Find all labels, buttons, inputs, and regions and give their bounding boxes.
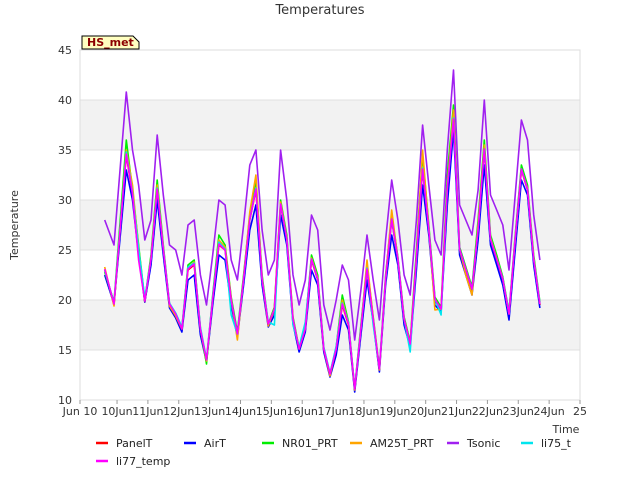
x-axis-title: Time xyxy=(552,423,580,436)
legend-label: NR01_PRT xyxy=(282,437,338,450)
station-badge-label: HS_met xyxy=(87,36,134,49)
x-tick-label: 21Jun xyxy=(441,405,472,418)
plot-frame xyxy=(79,49,581,401)
legend-label: Tsonic xyxy=(466,437,500,450)
x-tick-label: 13Jun xyxy=(194,405,225,418)
x-tick-label: 16Jun xyxy=(287,405,318,418)
grid-band xyxy=(80,300,580,350)
chart-title: Temperatures xyxy=(274,3,364,18)
x-tick-label: 24Jun xyxy=(534,405,565,418)
x-tick-label: Jun 10 xyxy=(62,405,98,418)
y-axis-title: Temperature xyxy=(8,190,21,261)
y-tick-label: 30 xyxy=(58,194,72,207)
y-tick-label: 45 xyxy=(58,44,72,57)
y-tick-label: 40 xyxy=(58,94,72,107)
x-tick-label: 11Jun xyxy=(132,405,163,418)
legend: PanelT AirT NR01_PRT AM25T_PRT Tsonic li75_tl… xyxy=(96,437,572,468)
x-tick-label: 22Jun xyxy=(472,405,503,418)
x-tick-label: 23Jun xyxy=(503,405,534,418)
legend-label: AM25T_PRT xyxy=(370,437,434,450)
series-line-tsonic xyxy=(103,69,541,341)
x-tick-label: 25 xyxy=(573,405,587,418)
x-tick-label: 18Jun xyxy=(348,405,379,418)
legend-label: AirT xyxy=(204,437,226,450)
x-tick-label: 20Jun xyxy=(410,405,441,418)
x-tick-label: 14Jun xyxy=(225,405,256,418)
y-axis-ticks: 10 15 20 25 30 35 40 45 xyxy=(58,44,72,407)
y-tick-label: 10 xyxy=(58,394,72,407)
x-tick-label: 10Jun xyxy=(101,405,132,418)
grid-band xyxy=(80,100,580,150)
series-line-li77-temp xyxy=(103,118,541,390)
station-badge: HS_met xyxy=(81,35,140,50)
legend-label: PanelT xyxy=(116,437,153,450)
legend-label: li75_t xyxy=(541,437,572,450)
y-tick-label: 15 xyxy=(58,344,72,357)
x-axis-ticks: Jun 10 10Jun 11Jun 12Jun 13Jun 14Jun 15Jun 16Ju… xyxy=(62,400,587,418)
y-tick-label: 35 xyxy=(58,144,72,157)
x-tick-label: 17Jun xyxy=(317,405,348,418)
series-lines xyxy=(103,69,541,393)
x-tick-label: 19Jun xyxy=(379,405,410,418)
y-tick-label: 20 xyxy=(58,294,72,307)
y-tick-label: 25 xyxy=(58,244,72,257)
x-tick-label: 15Jun xyxy=(256,405,287,418)
x-tick-label: 12Jun xyxy=(163,405,194,418)
legend-label: li77_temp xyxy=(116,455,170,468)
